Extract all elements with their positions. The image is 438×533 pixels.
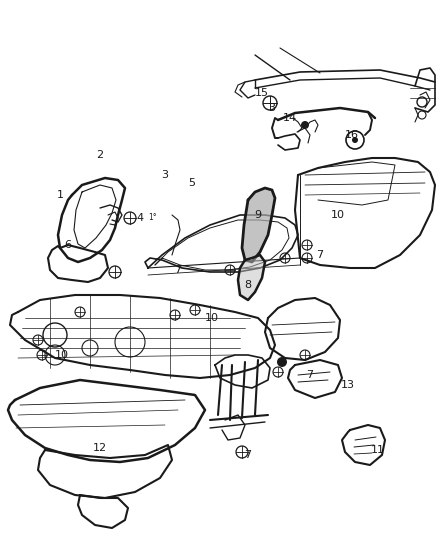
Text: 1: 1 xyxy=(57,190,64,200)
Text: 5: 5 xyxy=(188,178,195,188)
Text: 9: 9 xyxy=(254,210,261,220)
Text: 15: 15 xyxy=(255,88,269,98)
Polygon shape xyxy=(242,188,275,262)
Text: 8: 8 xyxy=(244,280,251,290)
Polygon shape xyxy=(238,255,265,300)
Text: 10: 10 xyxy=(331,210,345,220)
Text: 10: 10 xyxy=(205,313,219,323)
Circle shape xyxy=(301,121,309,129)
Circle shape xyxy=(277,357,287,367)
Text: 1°: 1° xyxy=(148,213,157,222)
Text: 16: 16 xyxy=(345,130,359,140)
Text: 11: 11 xyxy=(371,445,385,455)
Circle shape xyxy=(352,137,358,143)
Text: 14: 14 xyxy=(283,113,297,123)
Text: 10: 10 xyxy=(55,350,69,360)
Text: 13: 13 xyxy=(341,380,355,390)
Text: 2: 2 xyxy=(96,150,103,160)
Text: 12: 12 xyxy=(93,443,107,453)
Text: 7: 7 xyxy=(244,450,251,460)
Text: 4: 4 xyxy=(137,213,144,223)
Text: 3: 3 xyxy=(268,103,276,113)
Text: 7: 7 xyxy=(307,370,314,380)
Text: 6: 6 xyxy=(64,240,71,250)
Text: 3: 3 xyxy=(162,170,169,180)
Text: 7: 7 xyxy=(174,265,182,275)
Text: 7: 7 xyxy=(316,250,324,260)
